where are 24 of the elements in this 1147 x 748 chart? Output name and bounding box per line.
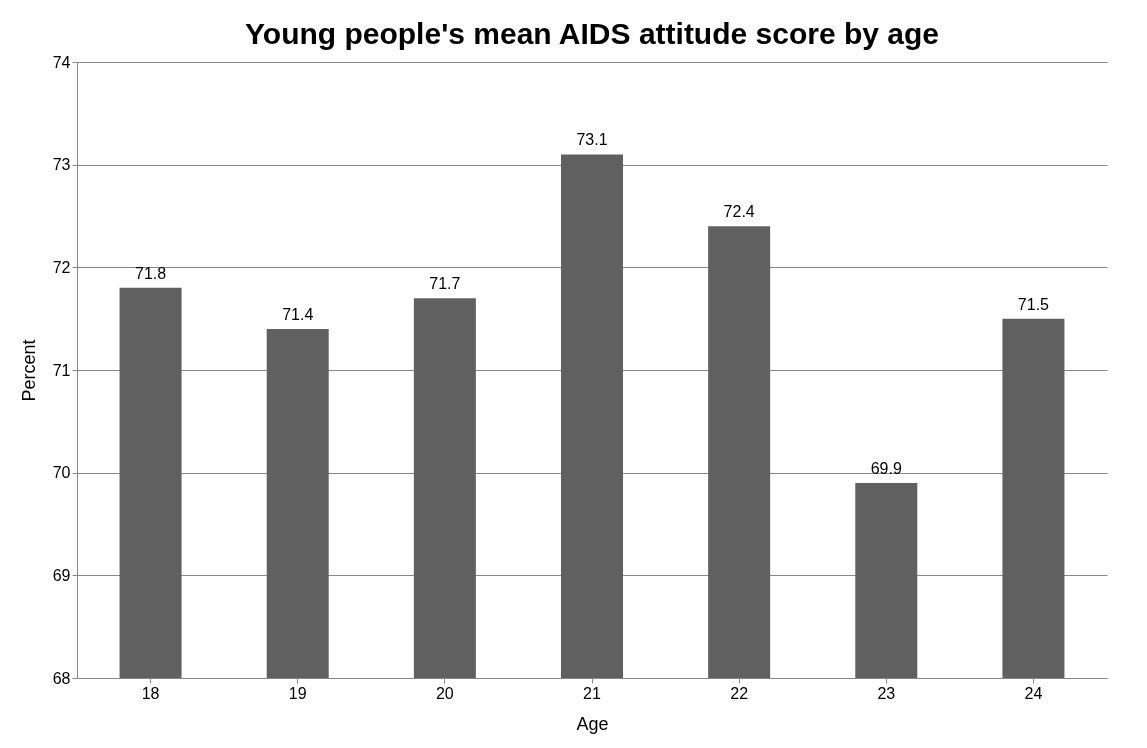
x-tick-label: 23 — [877, 684, 896, 702]
x-axis-title: Age — [576, 713, 609, 734]
y-tick-label: 73 — [52, 156, 71, 174]
data-label: 69.9 — [870, 459, 902, 477]
y-tick-label: 72 — [52, 258, 71, 276]
y-tick-label: 70 — [52, 464, 71, 482]
chart-title: Young people's mean AIDS attitude score by age — [245, 17, 939, 50]
x-tick-label: 24 — [1024, 684, 1043, 702]
x-tick-label: 19 — [288, 684, 307, 702]
x-tick-label: 20 — [435, 684, 454, 702]
data-label: 72.4 — [723, 203, 755, 221]
y-tick-label: 68 — [52, 669, 71, 687]
data-label: 71.4 — [282, 305, 314, 323]
data-label: 71.7 — [429, 275, 461, 293]
data-label: 71.8 — [135, 264, 167, 282]
x-tick-label: 22 — [730, 684, 749, 702]
y-tick-label: 69 — [52, 566, 71, 584]
data-label: 71.5 — [1017, 295, 1050, 313]
y-tick-label: 74 — [52, 53, 71, 71]
data-label: 73.1 — [576, 131, 608, 149]
y-axis-title: Percent — [18, 339, 39, 402]
x-tick-label: 21 — [583, 684, 601, 702]
x-tick-label: 18 — [141, 684, 160, 702]
y-tick-label: 71 — [52, 361, 71, 379]
